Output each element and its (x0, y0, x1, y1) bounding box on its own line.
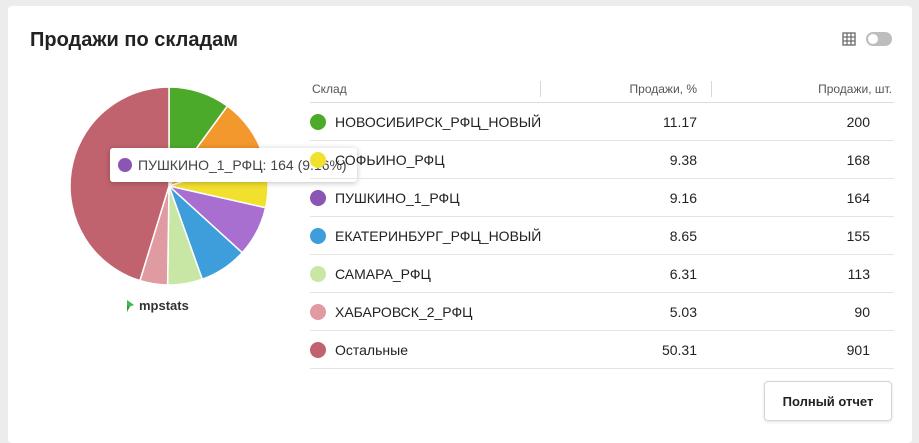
sales-percent: 8.65 (669, 227, 697, 244)
legend-dot (310, 189, 326, 206)
sales-percent: 50.31 (661, 341, 697, 358)
row-warehouse: ХАБАРОВСК_2_РФЦ (310, 303, 541, 320)
legend-dot (310, 227, 326, 244)
sales-units: 155 (846, 227, 870, 244)
table-row[interactable]: НОВОСИБИРСК_РФЦ_НОВЫЙ 11.17 200 (310, 103, 894, 141)
warehouse-name: Остальные (335, 341, 408, 358)
table-row[interactable]: ХАБАРОВСК_2_РФЦ 5.03 90 (310, 293, 894, 331)
mpstats-logo-icon (127, 299, 134, 312)
tooltip-color-dot (118, 158, 132, 172)
row-warehouse: НОВОСИБИРСК_РФЦ_НОВЫЙ (310, 113, 542, 130)
sales-units: 90 (854, 303, 870, 320)
row-warehouse: САМАРА_РФЦ (310, 265, 541, 282)
warehouse-name: ПУШКИНО_1_РФЦ (335, 189, 460, 206)
row-warehouse: Остальные (310, 341, 541, 358)
warehouse-name: САМАРА_РФЦ (335, 265, 431, 282)
toggle-knob (868, 34, 878, 44)
sales-percent: 9.16 (669, 189, 697, 206)
sales-units: 901 (846, 341, 870, 358)
table-row[interactable]: ПУШКИНО_1_РФЦ 9.16 164 (310, 179, 894, 217)
table-grid-icon[interactable] (842, 32, 856, 46)
sales-percent: 5.03 (669, 303, 697, 320)
warehouse-name: НОВОСИБИРСК_РФЦ_НОВЫЙ (335, 113, 542, 130)
pie-chart-area: ПУШКИНО_1_РФЦ: 164 (9.16%) mpstats (48, 66, 357, 326)
row-warehouse: СОФЬИНО_РФЦ (310, 151, 541, 168)
pie-slice[interactable] (69, 86, 170, 282)
sales-percent: 6.31 (669, 265, 697, 282)
warehouse-name: ХАБАРОВСК_2_РФЦ (335, 303, 473, 320)
table-row[interactable]: ЕКАТЕРИНБУРГ_РФЦ_НОВЫЙ 8.65 155 (310, 217, 894, 255)
table-row[interactable]: Остальные 50.31 901 (310, 331, 894, 369)
header-divider (540, 81, 541, 97)
tooltip-text: ПУШКИНО_1_РФЦ: 164 (9.16%) (138, 157, 347, 173)
view-controls (842, 32, 892, 46)
full-report-button[interactable]: Полный отчет (764, 381, 892, 421)
sales-units: 164 (846, 189, 870, 206)
warehouse-name: СОФЬИНО_РФЦ (335, 151, 445, 168)
header-warehouse[interactable]: Склад (312, 82, 347, 96)
row-warehouse: ПУШКИНО_1_РФЦ (310, 189, 541, 206)
sales-percent: 11.17 (663, 113, 697, 130)
warehouse-table: Склад Продажи, % Продажи, шт. НОВОСИБИРС… (310, 76, 894, 369)
view-toggle[interactable] (866, 32, 892, 46)
sales-units: 168 (846, 151, 870, 168)
table-body: НОВОСИБИРСК_РФЦ_НОВЫЙ 11.17 200 СОФЬИНО_РФЦ… (310, 103, 894, 369)
legend-dot (310, 151, 326, 168)
header-divider (711, 81, 712, 97)
pie-chart[interactable] (48, 66, 308, 326)
brand-name: mpstats (139, 298, 189, 313)
sales-units: 200 (846, 113, 870, 130)
legend-dot (310, 303, 326, 320)
legend-dot (310, 113, 326, 130)
legend-dot (310, 341, 326, 358)
sales-by-warehouse-card: Продажи по складам ПУШКИНО_1_РФЦ: 164 (9… (8, 6, 912, 443)
header-units[interactable]: Продажи, шт. (818, 82, 892, 96)
sales-units: 113 (847, 265, 870, 282)
card-title: Продажи по складам (30, 29, 239, 51)
brand-logo: mpstats (126, 298, 189, 313)
legend-dot (310, 265, 326, 282)
header-percent[interactable]: Продажи, % (629, 82, 697, 96)
table-header: Склад Продажи, % Продажи, шт. (310, 76, 894, 103)
table-row[interactable]: СОФЬИНО_РФЦ 9.38 168 (310, 141, 894, 179)
row-warehouse: ЕКАТЕРИНБУРГ_РФЦ_НОВЫЙ (310, 227, 542, 244)
warehouse-name: ЕКАТЕРИНБУРГ_РФЦ_НОВЫЙ (335, 227, 542, 244)
table-row[interactable]: САМАРА_РФЦ 6.31 113 (310, 255, 894, 293)
sales-percent: 9.38 (669, 151, 697, 168)
